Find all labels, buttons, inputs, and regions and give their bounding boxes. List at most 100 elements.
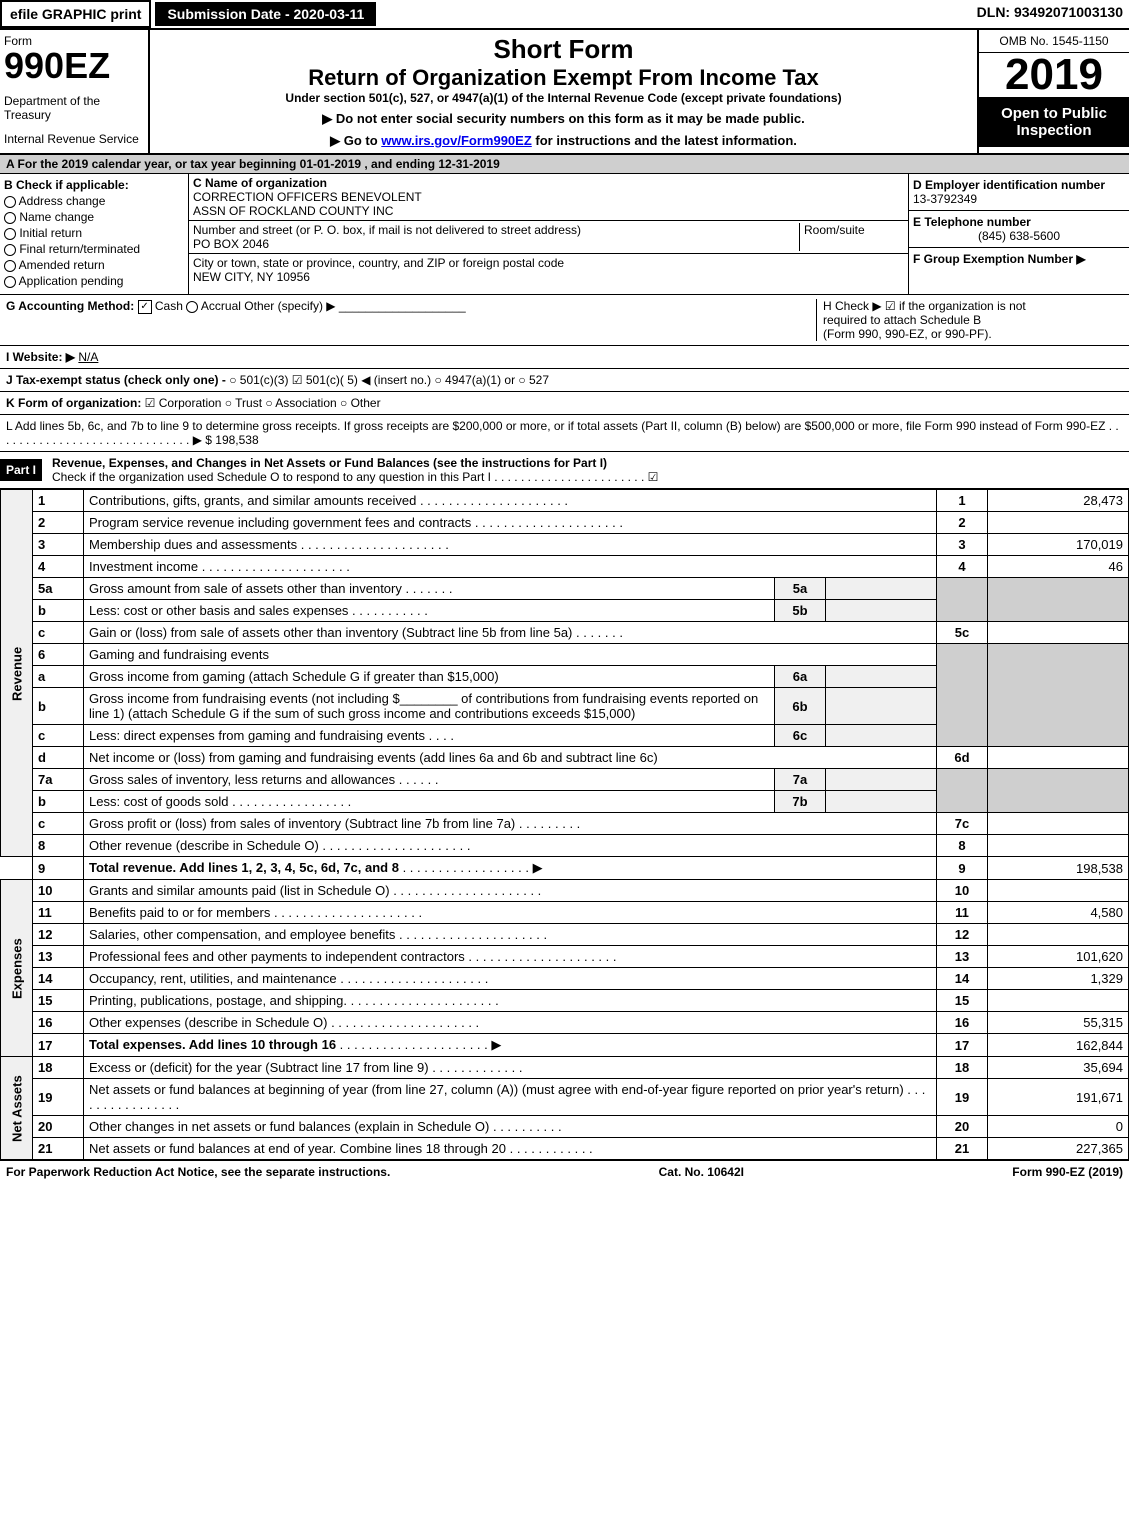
lines-table: Revenue 1 Contributions, gifts, grants, … [0, 489, 1129, 1160]
g-label: G Accounting Method: [6, 299, 134, 313]
part1-label: Part I [0, 459, 42, 481]
top-bar: efile GRAPHIC print Submission Date - 20… [0, 0, 1129, 30]
subtitle: Under section 501(c), 527, or 4947(a)(1)… [154, 91, 973, 105]
room-suite-label: Room/suite [799, 223, 904, 251]
g-other-label: Other (specify) ▶ [244, 299, 335, 313]
return-title: Return of Organization Exempt From Incom… [154, 65, 973, 91]
line-7b-desc: Less: cost of goods sold [89, 794, 228, 809]
section-def: D Employer identification number 13-3792… [909, 174, 1129, 294]
line-14-desc: Occupancy, rent, utilities, and maintena… [89, 971, 337, 986]
section-bcd: B Check if applicable: Address change Na… [0, 174, 1129, 295]
revenue-side-label: Revenue [1, 490, 33, 857]
ein-label: D Employer identification number [913, 178, 1125, 192]
phone-label: E Telephone number [913, 215, 1125, 229]
line-16-desc: Other expenses (describe in Schedule O) [89, 1015, 327, 1030]
org-name-2: ASSN OF ROCKLAND COUNTY INC [193, 204, 904, 218]
line-9-amt: 198,538 [988, 857, 1129, 880]
b-final-return[interactable]: Final return/terminated [4, 242, 184, 256]
line-5b-desc: Less: cost or other basis and sales expe… [89, 603, 348, 618]
notice-pre: ▶ Go to [330, 133, 381, 148]
line-3-amt: 170,019 [988, 534, 1129, 556]
line-4-desc: Investment income [89, 559, 198, 574]
line-20-desc: Other changes in net assets or fund bala… [89, 1119, 489, 1134]
dept-irs: Internal Revenue Service [4, 132, 144, 146]
line-3-desc: Membership dues and assessments [89, 537, 297, 552]
section-b: B Check if applicable: Address change Na… [0, 174, 189, 294]
b-address-change[interactable]: Address change [4, 194, 184, 208]
ein-value: 13-3792349 [913, 192, 1125, 206]
dln-label: DLN: 93492071003130 [971, 0, 1129, 28]
line-16-amt: 55,315 [988, 1012, 1129, 1034]
efile-print-button[interactable]: efile GRAPHIC print [0, 0, 151, 28]
line-21-amt: 227,365 [988, 1138, 1129, 1160]
line-5a-desc: Gross amount from sale of assets other t… [89, 581, 402, 596]
h-text1: H Check ▶ ☑ if the organization is not [823, 299, 1123, 313]
dept-treasury: Department of the Treasury [4, 94, 144, 122]
line-9-desc: Total revenue. Add lines 1, 2, 3, 4, 5c,… [89, 860, 399, 875]
line-6d-amt [988, 747, 1129, 769]
expenses-side-label: Expenses [1, 880, 33, 1057]
section-l: L Add lines 5b, 6c, and 7b to line 9 to … [0, 415, 1129, 452]
line-6-desc: Gaming and fundraising events [84, 644, 937, 666]
line-1-amt: 28,473 [988, 490, 1129, 512]
city-label: City or town, state or province, country… [193, 256, 904, 270]
phone-value: (845) 638-5600 [913, 229, 1125, 243]
line-7c-desc: Gross profit or (loss) from sales of inv… [89, 816, 515, 831]
city-value: NEW CITY, NY 10956 [193, 270, 904, 284]
line-11-amt: 4,580 [988, 902, 1129, 924]
i-label: I Website: ▶ [6, 350, 75, 364]
g-accrual-checkbox[interactable] [186, 301, 198, 313]
line-11-desc: Benefits paid to or for members [89, 905, 270, 920]
line-21-desc: Net assets or fund balances at end of ye… [89, 1141, 506, 1156]
line-7a-desc: Gross sales of inventory, less returns a… [89, 772, 395, 787]
section-j: J Tax-exempt status (check only one) - ○… [0, 369, 1129, 392]
submission-date: Submission Date - 2020-03-11 [155, 2, 376, 26]
part1-title: Revenue, Expenses, and Changes in Net As… [52, 456, 1125, 470]
line-20-amt: 0 [988, 1116, 1129, 1138]
street-value: PO BOX 2046 [193, 237, 799, 251]
h-text3: (Form 990, 990-EZ, or 990-PF). [823, 327, 1123, 341]
line-17-amt: 162,844 [988, 1034, 1129, 1057]
line-12-desc: Salaries, other compensation, and employ… [89, 927, 395, 942]
line-6c-desc: Less: direct expenses from gaming and fu… [89, 728, 425, 743]
irs-link[interactable]: www.irs.gov/Form990EZ [381, 133, 532, 148]
line-19-desc: Net assets or fund balances at beginning… [89, 1082, 904, 1097]
b-initial-return[interactable]: Initial return [4, 226, 184, 240]
line-5c-desc: Gain or (loss) from sale of assets other… [89, 625, 572, 640]
line-8-desc: Other revenue (describe in Schedule O) [89, 838, 319, 853]
line-6a-desc: Gross income from gaming (attach Schedul… [89, 669, 499, 684]
footer-right: Form 990-EZ (2019) [1012, 1165, 1123, 1179]
line-2-amt [988, 512, 1129, 534]
open-inspection: Open to Public Inspection [979, 97, 1129, 147]
short-form-title: Short Form [154, 34, 973, 65]
notice-link: ▶ Go to www.irs.gov/Form990EZ for instru… [154, 133, 973, 149]
b-label: B Check if applicable: [4, 178, 184, 192]
street-label: Number and street (or P. O. box, if mail… [193, 223, 799, 237]
section-k: K Form of organization: ☑ Corporation ○ … [0, 392, 1129, 415]
g-cash-checkbox[interactable]: ✓ [138, 300, 152, 314]
footer-mid: Cat. No. 10642I [390, 1165, 1012, 1179]
group-label: F Group Exemption Number ▶ [913, 252, 1125, 266]
section-c: C Name of organization CORRECTION OFFICE… [189, 174, 909, 294]
line-13-amt: 101,620 [988, 946, 1129, 968]
form-number: 990EZ [4, 48, 144, 84]
k-label: K Form of organization: [6, 396, 141, 410]
line-10-desc: Grants and similar amounts paid (list in… [89, 883, 390, 898]
netassets-side-label: Net Assets [1, 1057, 33, 1160]
form-header: Form 990EZ Department of the Treasury In… [0, 30, 1129, 155]
line-17-desc: Total expenses. Add lines 10 through 16 [89, 1037, 336, 1052]
line-6b-pre: Gross income from fundraising events (no… [89, 691, 400, 706]
g-accrual-label: Accrual [201, 299, 241, 313]
b-pending[interactable]: Application pending [4, 274, 184, 288]
h-text2: required to attach Schedule B [823, 313, 1123, 327]
org-name-1: CORRECTION OFFICERS BENEVOLENT [193, 190, 904, 204]
section-gh: G Accounting Method: ✓ Cash Accrual Othe… [0, 295, 1129, 346]
tax-year: 2019 [979, 53, 1129, 97]
footer: For Paperwork Reduction Act Notice, see … [0, 1160, 1129, 1183]
b-name-change[interactable]: Name change [4, 210, 184, 224]
line-6d-desc: Net income or (loss) from gaming and fun… [84, 747, 937, 769]
j-label: J Tax-exempt status (check only one) - [6, 373, 226, 387]
b-amended[interactable]: Amended return [4, 258, 184, 272]
line-14-amt: 1,329 [988, 968, 1129, 990]
line-1-desc: Contributions, gifts, grants, and simila… [89, 493, 416, 508]
